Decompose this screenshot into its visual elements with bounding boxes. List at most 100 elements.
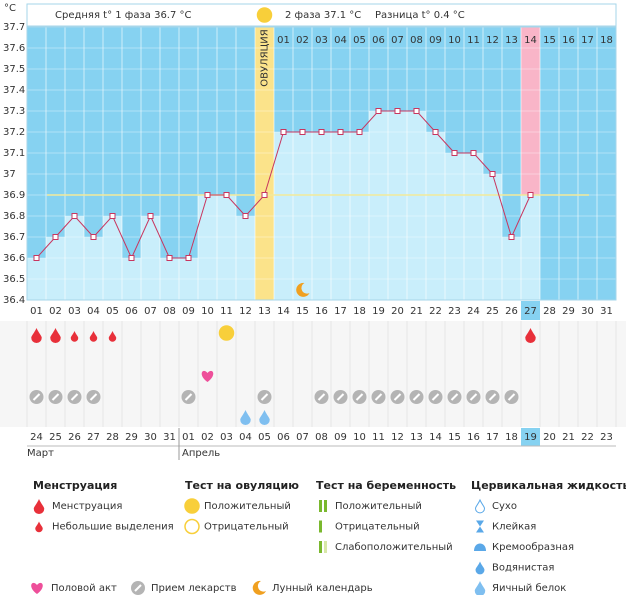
y-tick-label: 37.1	[3, 148, 25, 159]
point-marker	[52, 234, 59, 240]
heart-icon	[201, 370, 214, 382]
point-marker	[489, 171, 496, 177]
x-tick-label: 15	[296, 306, 309, 317]
legend-icon	[33, 499, 45, 515]
date-label: 30	[144, 432, 157, 443]
ovulation-test-icon	[218, 325, 235, 341]
x-tick-label: 29	[562, 306, 575, 317]
pill-stripe	[412, 393, 421, 401]
y-tick-label: 37.6	[3, 43, 25, 54]
bar	[65, 216, 84, 300]
cycle-day-label: 02	[296, 35, 309, 46]
bar	[198, 195, 217, 300]
cycle-day-label: 01	[277, 35, 290, 46]
pill-stripe	[317, 393, 326, 401]
date-label: 28	[106, 432, 119, 443]
y-tick-label: 36.4	[3, 295, 25, 306]
date-label: 04	[239, 432, 252, 443]
ovulation-test-icon	[184, 518, 200, 535]
point-marker	[242, 213, 249, 219]
legend-icon	[324, 500, 327, 512]
moon-icon	[296, 282, 310, 297]
y-tick-label: 37.4	[3, 85, 25, 96]
x-tick-label: 20	[391, 306, 404, 317]
bar	[274, 132, 293, 300]
date-label: 21	[562, 432, 575, 443]
heart-icon	[31, 582, 43, 594]
point-marker	[33, 255, 40, 261]
date-label: 12	[391, 432, 404, 443]
x-tick-label: 30	[581, 306, 594, 317]
x-tick-label: 28	[543, 306, 556, 317]
month-label: Апрель	[182, 448, 220, 459]
legend-icon	[474, 543, 486, 551]
x-tick-label: 25	[486, 306, 499, 317]
date-label: 15	[448, 432, 461, 443]
date-label: 27	[87, 432, 100, 443]
cycle-day-label: 03	[315, 35, 328, 46]
legend-title: Тест на овуляцию	[185, 479, 299, 492]
point-marker	[109, 213, 116, 219]
pill-stripe	[134, 584, 142, 592]
cycle-day-label: 12	[486, 35, 499, 46]
x-tick-label: 07	[144, 306, 157, 317]
date-label: 18	[505, 432, 518, 443]
unit-label: °C	[4, 3, 16, 14]
point-marker	[261, 192, 268, 198]
bar	[27, 258, 46, 300]
date-label: 23	[600, 432, 613, 443]
spotting-icon	[108, 331, 117, 342]
y-tick-label: 36.8	[3, 211, 25, 222]
legend-icon	[319, 541, 322, 553]
x-tick-label: 11	[220, 306, 233, 317]
point-marker	[318, 129, 325, 135]
x-tick-label: 17	[334, 306, 347, 317]
ovulation-test-icon	[184, 498, 200, 514]
pill-stripe	[431, 393, 440, 401]
spotting-icon	[70, 331, 79, 342]
menstruation-icon	[31, 328, 42, 344]
pill-stripe	[32, 393, 41, 401]
egg-white-icon	[259, 410, 270, 426]
bar	[46, 237, 65, 300]
legend-title: Тест на беременность	[316, 479, 456, 492]
point-marker	[432, 129, 439, 135]
x-tick-label: 14	[277, 306, 290, 317]
pill-stripe	[507, 393, 516, 401]
menstruation-icon	[50, 328, 61, 344]
x-tick-label: 10	[201, 306, 214, 317]
legend-label: Отрицательный	[204, 522, 289, 533]
y-tick-label: 36.6	[3, 253, 25, 264]
date-label: 17	[486, 432, 499, 443]
bar	[217, 195, 236, 300]
legend-label: Прием лекарств	[151, 583, 237, 594]
cycle-day-label: 16	[562, 35, 575, 46]
legend-label: Слабоположительный	[335, 542, 453, 553]
cycle-day-label: 11	[467, 35, 480, 46]
pill-stripe	[488, 393, 497, 401]
bar	[388, 111, 407, 300]
egg-white-icon	[240, 410, 251, 426]
y-tick-label: 37.2	[3, 127, 25, 138]
date-label: 22	[581, 432, 594, 443]
point-marker	[166, 255, 173, 261]
point-marker	[185, 255, 192, 261]
legend-icon	[319, 500, 322, 512]
legend-label: Половой акт	[51, 583, 117, 594]
bar	[84, 237, 103, 300]
bar	[521, 195, 540, 300]
date-label: 13	[410, 432, 423, 443]
cycle-day-label: 14	[524, 35, 537, 46]
date-label: 26	[68, 432, 81, 443]
phase2-label: 2 фаза 37.1 °C	[285, 10, 361, 21]
markers-area	[0, 321, 626, 427]
bar	[312, 132, 331, 300]
cycle-day-label: 05	[353, 35, 366, 46]
legend-icon	[324, 541, 327, 553]
y-tick-label: 37	[3, 169, 16, 180]
header-box	[26, 3, 617, 27]
legend-label: Кремообразная	[492, 542, 574, 553]
pill-stripe	[184, 393, 193, 401]
bar	[502, 237, 521, 300]
bar	[331, 132, 350, 300]
